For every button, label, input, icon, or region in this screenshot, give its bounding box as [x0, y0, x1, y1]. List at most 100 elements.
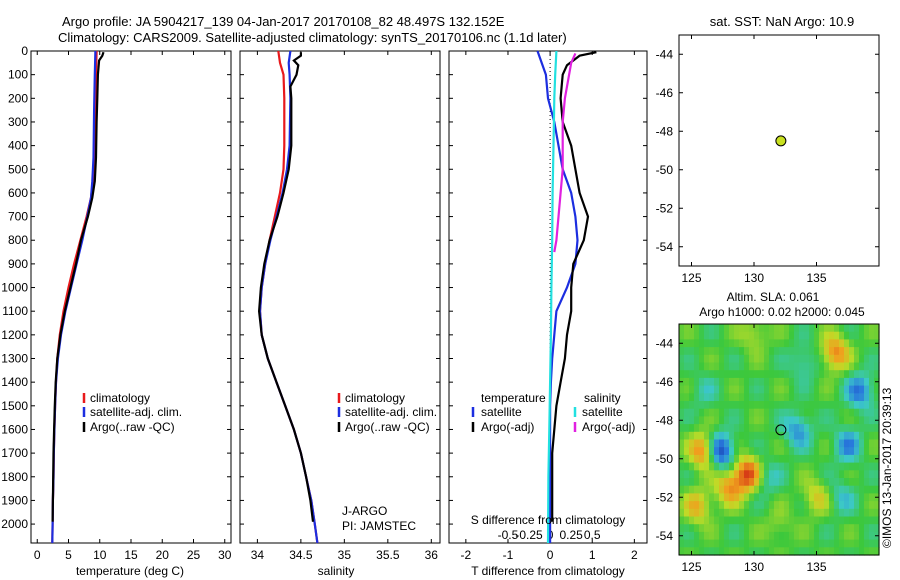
heat-cell [764, 385, 770, 394]
heat-cell [849, 462, 855, 471]
heat-cell [739, 370, 745, 379]
x-tick-label: 30 [218, 548, 232, 562]
heat-cell [779, 354, 785, 364]
heat-cell [834, 393, 840, 402]
heat-cell [769, 393, 775, 402]
heat-cell [869, 439, 875, 448]
heat-cell [729, 524, 735, 533]
heat-cell [784, 370, 790, 379]
x-tick-label: 135 [806, 271, 826, 285]
heat-cell [779, 462, 785, 471]
heat-cell [724, 324, 730, 333]
heat-cell [849, 485, 855, 494]
heat-cell [774, 339, 780, 348]
heat-cell [814, 485, 820, 494]
heat-cell [779, 416, 785, 425]
heat-cell [869, 377, 875, 387]
y-tick-label: -46 [656, 86, 674, 100]
heat-cell [859, 393, 865, 402]
heat-cell [789, 501, 795, 510]
heat-cell [809, 377, 815, 387]
heat-cell [704, 508, 710, 518]
heat-cell [849, 454, 855, 464]
heat-cell [779, 324, 785, 333]
heat-cell [869, 547, 875, 556]
heat-cell [764, 339, 770, 348]
heat-cell [704, 470, 710, 479]
heat-cell [719, 508, 725, 518]
heat-cell [819, 393, 825, 402]
heat-cell [729, 377, 735, 387]
heat-cell [769, 547, 775, 556]
heat-cell [719, 516, 725, 525]
heat-cell [769, 516, 775, 525]
heat-cell [819, 439, 825, 448]
x-tick-label: 25 [187, 548, 201, 562]
heat-cell [829, 324, 835, 333]
heat-cell [824, 331, 830, 340]
heat-cell [709, 362, 715, 371]
d-legend-t-sat: satellite [481, 405, 522, 419]
heat-cell [804, 362, 810, 371]
sla-map-panel: 125 130 135 -44 -46 -48 -50 -52 -54 [656, 323, 880, 574]
heat-cell [709, 508, 715, 518]
y-tick-label: 1000 [1, 281, 28, 295]
heat-cell [804, 339, 810, 348]
heat-cell [854, 478, 860, 487]
heat-cell [789, 485, 795, 494]
heat-cell [839, 454, 845, 464]
heat-cell [754, 462, 760, 471]
heat-cell [849, 447, 855, 456]
heat-cell [874, 470, 880, 479]
heat-cell [689, 508, 695, 518]
heat-cell [834, 347, 840, 356]
pi-label: PI: JAMSTEC [342, 519, 416, 533]
heat-cell [729, 324, 735, 333]
heat-cell [789, 439, 795, 448]
heat-cell [784, 339, 790, 348]
heat-cell [754, 347, 760, 356]
heat-cell [759, 354, 765, 364]
heat-cell [854, 401, 860, 410]
heat-cell [779, 454, 785, 464]
heat-cell [709, 377, 715, 387]
heat-cell [814, 501, 820, 510]
y-tick-label: 1900 [1, 493, 28, 507]
heat-cell [699, 493, 705, 502]
y-tick-label: -54 [656, 529, 674, 543]
heat-cell [849, 539, 855, 548]
heat-cell [704, 377, 710, 387]
heat-cell [814, 331, 820, 340]
heat-cell [804, 331, 810, 340]
heat-cell [824, 354, 830, 364]
heat-cell [754, 339, 760, 348]
heat-cell [844, 347, 850, 356]
heat-cell [689, 331, 695, 340]
heat-cell [789, 347, 795, 356]
heat-cell [679, 439, 685, 448]
heat-cell [689, 524, 695, 533]
heat-cell [744, 362, 750, 371]
heat-cell [679, 401, 685, 410]
heat-cell [834, 431, 840, 441]
heat-cell [869, 524, 875, 533]
heat-cell [729, 347, 735, 356]
heat-cell [754, 401, 760, 410]
heat-cell [719, 339, 725, 348]
heat-cell [764, 493, 770, 502]
heat-cell [789, 393, 795, 402]
heat-cell [714, 401, 720, 410]
heat-cell [719, 501, 725, 510]
heat-cell [789, 508, 795, 518]
heat-cell [759, 324, 765, 333]
heat-cell [724, 393, 730, 402]
heat-cell [834, 493, 840, 502]
heat-cell [754, 331, 760, 340]
heat-cell [819, 424, 825, 433]
heat-cell [744, 431, 750, 441]
heat-cell [874, 462, 880, 471]
heat-cell [714, 339, 720, 348]
heat-cell [749, 347, 755, 356]
imos-side-label: ©IMOS 13-Jan-2017 20:39:13 [880, 387, 894, 548]
heat-cell [839, 401, 845, 410]
